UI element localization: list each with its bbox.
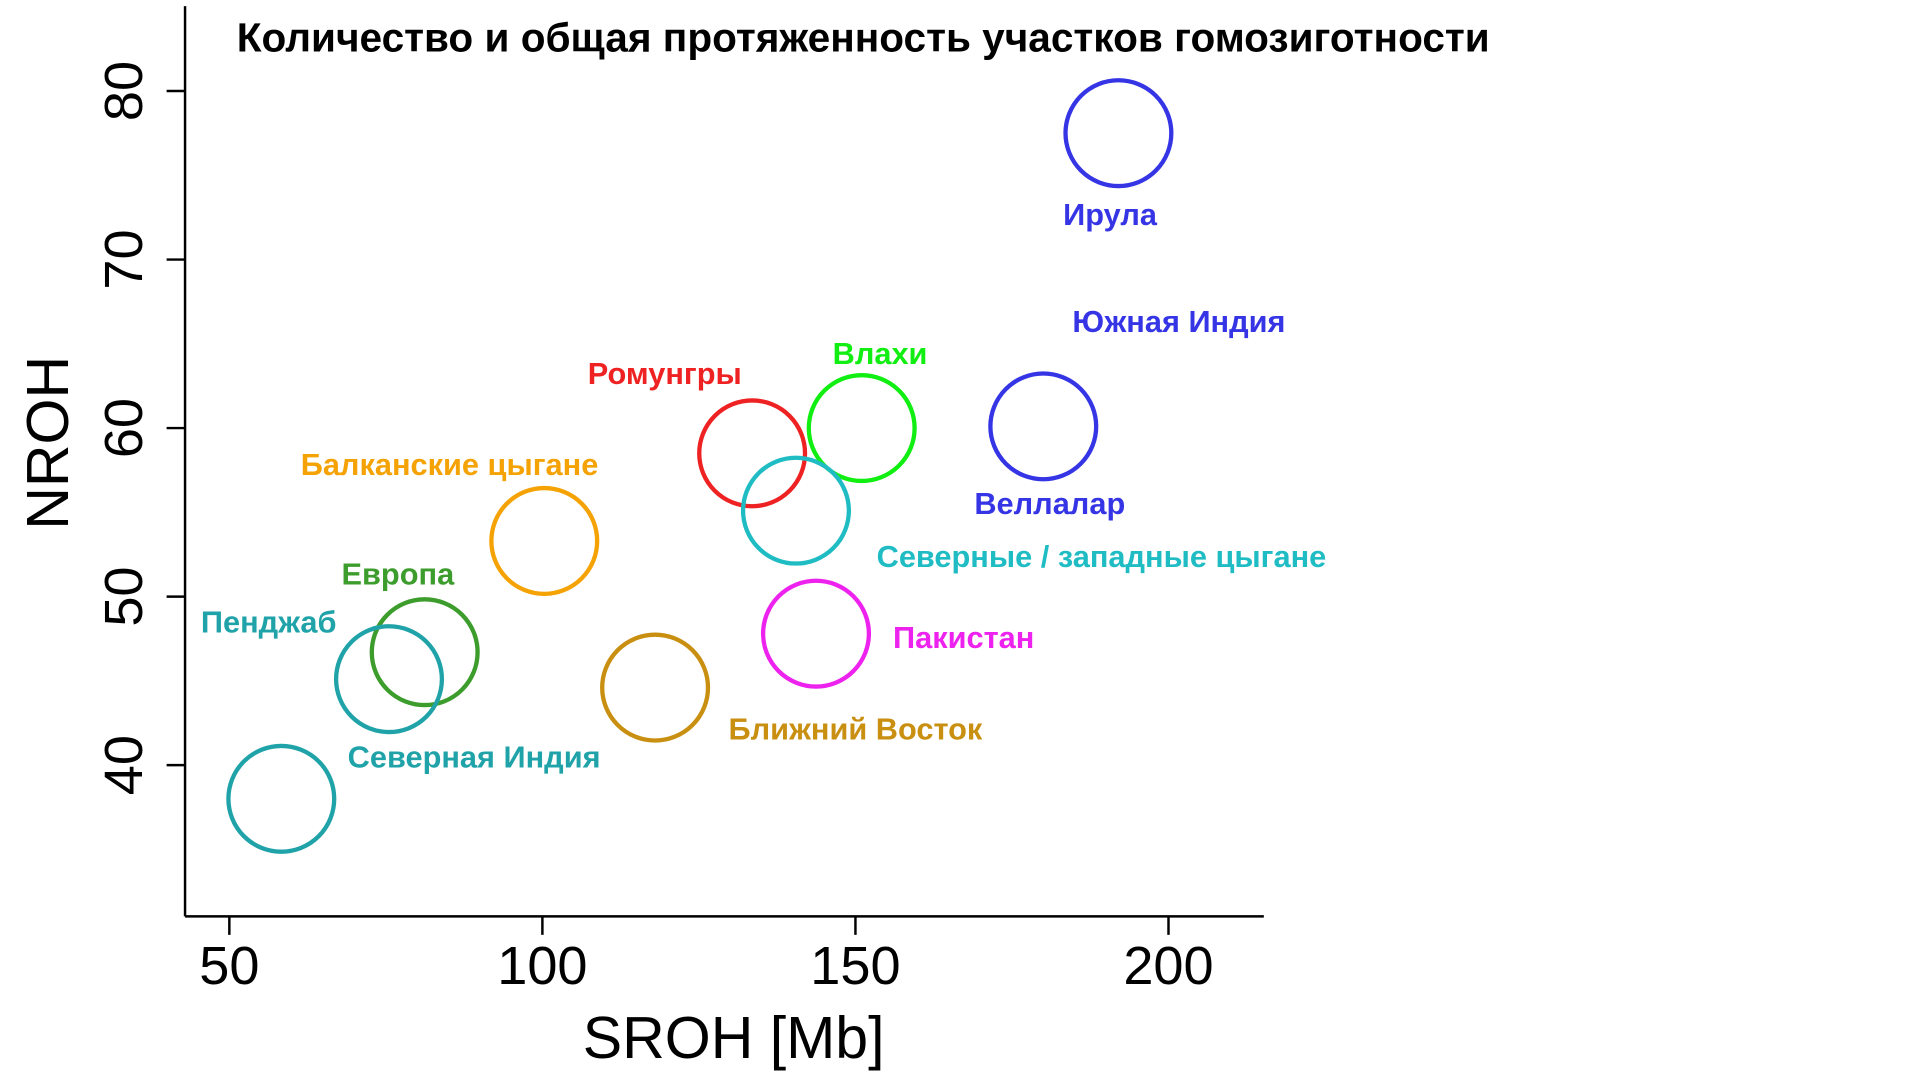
y-tick-label: 60	[94, 398, 154, 458]
point-label: Европа	[342, 556, 456, 591]
point-label: Пенджаб	[201, 604, 337, 639]
point-label: Веллалар	[974, 486, 1125, 521]
point-label: Северные / западные цыгане	[877, 539, 1327, 574]
data-point	[760, 578, 872, 689]
data-point	[369, 597, 480, 708]
data-point	[1063, 78, 1174, 189]
data-point	[988, 371, 1099, 482]
data-point	[806, 373, 917, 484]
x-tick-label: 200	[1123, 936, 1213, 996]
x-tick-label: 50	[199, 936, 259, 996]
point-label: Ромунгры	[588, 356, 742, 391]
point-label: Влахи	[833, 336, 928, 371]
point-label: Ближний Восток	[729, 711, 983, 746]
point-label: Северная Индия	[348, 740, 601, 775]
y-tick-label: 50	[94, 566, 154, 626]
y-tick-label: 40	[94, 735, 154, 795]
data-point	[697, 398, 808, 509]
point-label: Ирула	[1063, 197, 1158, 232]
x-tick-label: 150	[810, 936, 900, 996]
y-tick-label: 80	[94, 61, 154, 121]
y-axis-label: NROH	[15, 356, 81, 530]
point-label: Пакистан	[893, 620, 1034, 655]
data-point	[489, 485, 600, 597]
data-point	[740, 455, 852, 566]
chart-title: Количество и общая протяженность участко…	[237, 15, 1490, 61]
data-point	[600, 632, 711, 743]
data-point	[333, 624, 445, 735]
x-tick-label: 100	[497, 936, 587, 996]
annotation-label: Южная Индия	[1072, 304, 1285, 339]
data-point	[226, 743, 337, 854]
y-tick-label: 70	[94, 229, 154, 289]
x-axis-label: SROH [Mb]	[583, 1005, 885, 1071]
point-label: Балканские цыгане	[301, 447, 599, 482]
